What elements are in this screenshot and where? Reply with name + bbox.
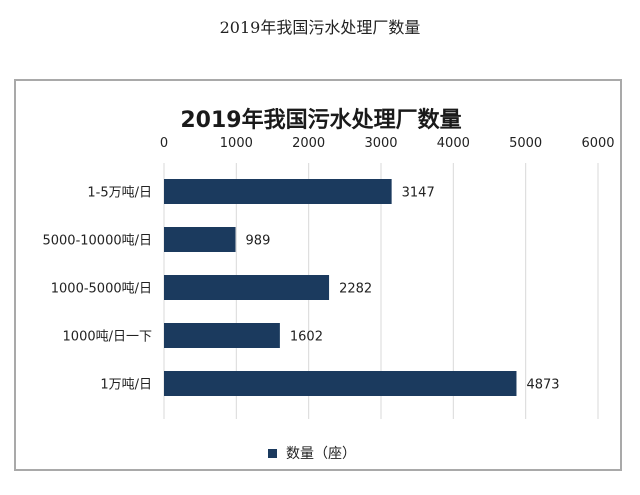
data-label: 3147 (402, 186, 435, 201)
bars (164, 179, 517, 396)
bar-1 (164, 227, 236, 252)
bar-2 (164, 275, 330, 300)
data-label: 2282 (339, 282, 372, 297)
bar-4 (164, 371, 517, 396)
x-tick-label: 5000 (509, 136, 542, 151)
x-axis-ticks: 0 1000 2000 3000 4000 5000 6000 (160, 136, 615, 151)
legend-label: 数量（座） (286, 446, 356, 462)
x-tick-label: 1000 (220, 136, 253, 151)
bar-chart: 2019年我国污水处理厂数量 0 1000 2000 3000 4000 5000 6000… (42, 107, 615, 462)
legend-swatch (268, 449, 277, 458)
bar-3 (164, 323, 280, 348)
data-label: 4873 (526, 378, 559, 393)
category-label: 5000-10000吨/日 (42, 234, 152, 249)
bar-0 (164, 179, 392, 204)
x-tick-label: 6000 (581, 136, 614, 151)
category-label: 1万吨/日 (100, 378, 152, 393)
category-label: 1000-5000吨/日 (51, 282, 152, 297)
data-label: 1602 (290, 330, 323, 345)
data-label: 989 (246, 234, 271, 249)
legend: 数量（座） (268, 446, 356, 462)
category-label: 1000吨/日一下 (63, 330, 152, 345)
x-tick-label: 4000 (437, 136, 470, 151)
data-labels: 3147 989 2282 1602 4873 (246, 186, 560, 393)
x-tick-label: 2000 (292, 136, 325, 151)
category-labels: 1-5万吨/日 5000-10000吨/日 1000-5000吨/日 1000吨/日一… (42, 186, 152, 393)
category-label: 1-5万吨/日 (87, 186, 152, 201)
x-tick-label: 3000 (364, 136, 397, 151)
chart-title: 2019年我国污水处理厂数量 (180, 107, 461, 133)
x-tick-label: 0 (160, 136, 168, 151)
chart-frame: 2019年我国污水处理厂数量 0 1000 2000 3000 4000 5000 6000… (14, 79, 622, 471)
page-title: 2019年我国污水处理厂数量 (219, 18, 421, 37)
